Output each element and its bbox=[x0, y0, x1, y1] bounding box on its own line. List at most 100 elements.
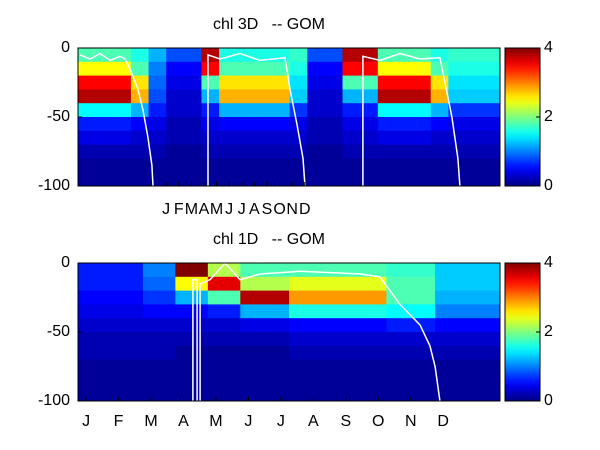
heat-cell bbox=[78, 130, 97, 145]
heat-cell bbox=[342, 144, 361, 159]
heat-cell bbox=[175, 263, 193, 278]
heat-cell bbox=[240, 373, 257, 388]
heat-cell bbox=[126, 276, 144, 291]
heat-cell bbox=[95, 89, 114, 104]
heat-cell bbox=[78, 332, 95, 347]
heat-cell bbox=[483, 144, 500, 159]
heat-cell bbox=[113, 158, 132, 173]
heat-cell bbox=[126, 263, 144, 278]
heat-cell bbox=[94, 345, 111, 360]
heat-cell bbox=[448, 89, 467, 104]
heat-cell bbox=[483, 172, 500, 186]
heat-cell bbox=[95, 144, 114, 159]
heat-cell bbox=[271, 117, 291, 132]
heat-cell bbox=[386, 345, 404, 360]
heat-cell bbox=[78, 75, 97, 90]
heat-cell bbox=[451, 318, 468, 333]
heat-cell bbox=[337, 318, 355, 333]
heat-cell bbox=[201, 172, 220, 186]
heat-cell bbox=[219, 172, 238, 186]
heat-cell bbox=[435, 263, 452, 278]
heat-cell bbox=[448, 130, 467, 145]
heat-cell bbox=[321, 332, 339, 347]
heat-cell bbox=[219, 158, 238, 173]
heat-cell bbox=[148, 117, 167, 132]
heat-cell bbox=[402, 332, 420, 347]
heat-cell bbox=[448, 75, 467, 90]
heat-cell bbox=[418, 318, 436, 333]
heat-cell bbox=[166, 75, 185, 90]
heat-cell bbox=[465, 48, 485, 63]
heat-cell bbox=[272, 263, 290, 278]
heat-cell bbox=[142, 318, 160, 333]
heat-cell bbox=[289, 318, 306, 333]
heat-cell bbox=[175, 304, 193, 319]
heat-cell bbox=[148, 48, 167, 63]
heat-cell bbox=[272, 359, 290, 374]
heat-cell bbox=[413, 75, 432, 90]
heat-cell bbox=[256, 318, 274, 333]
heat-cell bbox=[289, 332, 306, 347]
heat-cell bbox=[353, 276, 371, 291]
heat-cell bbox=[289, 373, 306, 388]
heat-cell bbox=[142, 359, 160, 374]
heat-cell bbox=[159, 359, 176, 374]
heat-cell bbox=[207, 373, 225, 388]
heat-cell bbox=[435, 345, 452, 360]
heat-cell bbox=[307, 61, 326, 76]
heat-cell bbox=[254, 172, 273, 186]
heat-cell bbox=[451, 359, 468, 374]
heat-cell bbox=[370, 373, 387, 388]
heat-cell bbox=[430, 130, 449, 145]
heat-cell bbox=[324, 144, 343, 159]
chart-title: chl 1D -- GOM bbox=[213, 231, 325, 248]
heat-cell bbox=[430, 89, 449, 104]
x-tick-label: S bbox=[340, 413, 351, 430]
heat-cell bbox=[321, 318, 339, 333]
heat-cell bbox=[413, 103, 432, 118]
x-tick-label: N bbox=[405, 413, 417, 430]
heat-cell bbox=[142, 276, 160, 291]
heat-cell bbox=[370, 359, 387, 374]
heat-cell bbox=[219, 75, 238, 90]
heat-cell bbox=[142, 304, 160, 319]
heat-cell bbox=[236, 89, 255, 104]
heat-cell bbox=[465, 172, 485, 186]
heat-cell bbox=[271, 144, 291, 159]
heat-cell bbox=[94, 290, 111, 305]
heat-cell bbox=[483, 318, 500, 333]
heat-cell bbox=[305, 387, 322, 401]
heat-cell bbox=[360, 130, 379, 145]
mixed-layer-line bbox=[79, 52, 461, 186]
heat-cell bbox=[271, 103, 291, 118]
heat-cell bbox=[254, 89, 273, 104]
heat-cell bbox=[430, 144, 449, 159]
heat-cell bbox=[201, 144, 220, 159]
x-tick-label: D bbox=[437, 413, 449, 430]
heat-cell bbox=[448, 48, 467, 63]
heat-cell bbox=[289, 75, 308, 90]
heat-cell bbox=[289, 117, 308, 132]
heat-cell bbox=[271, 158, 291, 173]
y-tick-label: -100 bbox=[38, 177, 70, 194]
heat-cell bbox=[130, 130, 149, 145]
heat-cell bbox=[483, 304, 500, 319]
heat-cell bbox=[256, 373, 274, 388]
heat-cell bbox=[430, 117, 449, 132]
plot-area bbox=[78, 48, 500, 186]
heat-cell bbox=[94, 387, 111, 401]
heat-cell bbox=[240, 345, 257, 360]
heat-cell bbox=[207, 332, 225, 347]
heat-cell bbox=[166, 172, 185, 186]
heat-cell bbox=[386, 276, 404, 291]
heat-cell bbox=[353, 387, 371, 401]
heat-cell bbox=[201, 75, 220, 90]
heat-cell bbox=[256, 290, 274, 305]
heat-cell bbox=[236, 103, 255, 118]
heat-cell bbox=[377, 103, 396, 118]
heat-cell bbox=[219, 103, 238, 118]
heat-cell bbox=[451, 276, 468, 291]
heat-cell bbox=[342, 61, 361, 76]
heat-cell bbox=[166, 158, 185, 173]
heat-cell bbox=[142, 345, 160, 360]
